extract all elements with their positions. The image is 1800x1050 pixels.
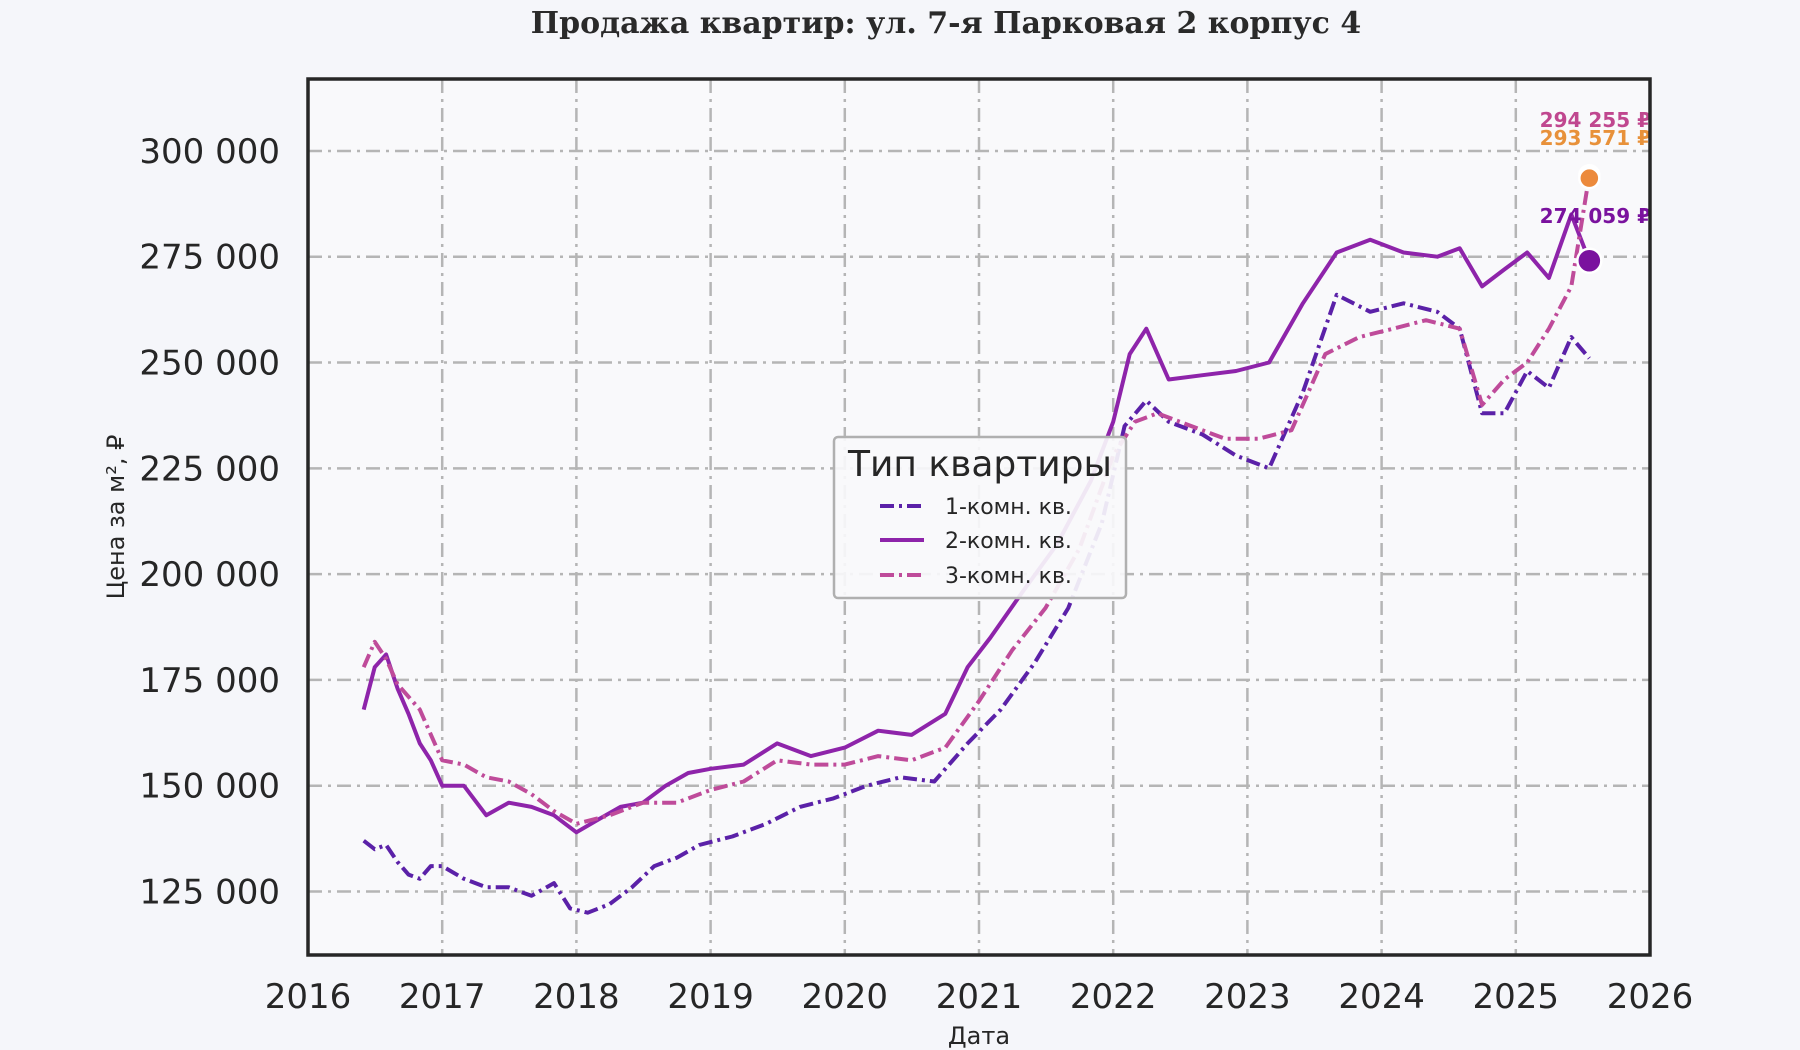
x-tick-label: 2019 bbox=[667, 977, 754, 1017]
series-lines bbox=[361, 174, 1592, 915]
x-tick-label: 2018 bbox=[533, 977, 620, 1017]
x-axis-ticks: 2016 2017 2018 2019 2020 2021 2022 2023 2024 2025… bbox=[265, 977, 1694, 1017]
chart-title: Продажа квартир: ул. 7-я Парковая 2 корп… bbox=[531, 6, 1361, 41]
legend-label-1room: 1-комн. кв. bbox=[945, 495, 1072, 520]
y-tick-label: 150 000 bbox=[139, 767, 280, 807]
y-tick-label: 125 000 bbox=[139, 873, 280, 913]
series-line-2room bbox=[361, 212, 1592, 835]
annotation-label: 293 571 ₽ bbox=[1540, 126, 1651, 150]
y-tick-label: 275 000 bbox=[139, 238, 280, 278]
legend-label-2room: 2-комн. кв. bbox=[945, 529, 1072, 554]
annotation-label: 274 059 ₽ bbox=[1540, 204, 1651, 228]
x-tick-label: 2025 bbox=[1473, 977, 1560, 1017]
y-tick-label: 250 000 bbox=[139, 344, 280, 384]
annotation-label: 294 255 ₽ bbox=[1540, 108, 1651, 132]
x-tick-label: 2023 bbox=[1204, 977, 1291, 1017]
y-axis-label: Цена за м², ₽ bbox=[102, 435, 130, 600]
legend-title: Тип квартиры bbox=[847, 444, 1112, 485]
x-tick-label: 2016 bbox=[265, 977, 352, 1017]
x-tick-label: 2022 bbox=[1070, 977, 1157, 1017]
y-axis-ticks: 125 000 150 000 175 000 200 000 225 000 250 0… bbox=[139, 132, 280, 913]
legend-box bbox=[832, 435, 1128, 600]
annotation-marker bbox=[1576, 247, 1603, 274]
annotation-marker bbox=[1578, 166, 1601, 190]
x-tick-label: 2024 bbox=[1338, 977, 1425, 1017]
x-tick-label: 2020 bbox=[802, 977, 889, 1017]
annotations: 294 255 ₽293 571 ₽ 274 059 ₽ bbox=[1540, 108, 1651, 274]
x-tick-label: 2021 bbox=[936, 977, 1023, 1017]
legend: Тип квартиры 1-комн. кв. 2-комн. кв. 3-к… bbox=[832, 435, 1128, 600]
x-tick-label: 2017 bbox=[399, 977, 486, 1017]
x-tick-label: 2026 bbox=[1607, 977, 1694, 1017]
legend-label-3room: 3-комн. кв. bbox=[945, 564, 1072, 589]
y-tick-label: 300 000 bbox=[139, 132, 280, 172]
plot-frame bbox=[306, 77, 1652, 957]
series-line-1room bbox=[362, 292, 1591, 915]
y-tick-label: 175 000 bbox=[139, 661, 280, 701]
series-line-3room bbox=[361, 174, 1592, 826]
x-axis-label: Дата bbox=[948, 1022, 1010, 1050]
y-tick-label: 225 000 bbox=[139, 449, 280, 489]
y-tick-label: 200 000 bbox=[139, 555, 280, 595]
